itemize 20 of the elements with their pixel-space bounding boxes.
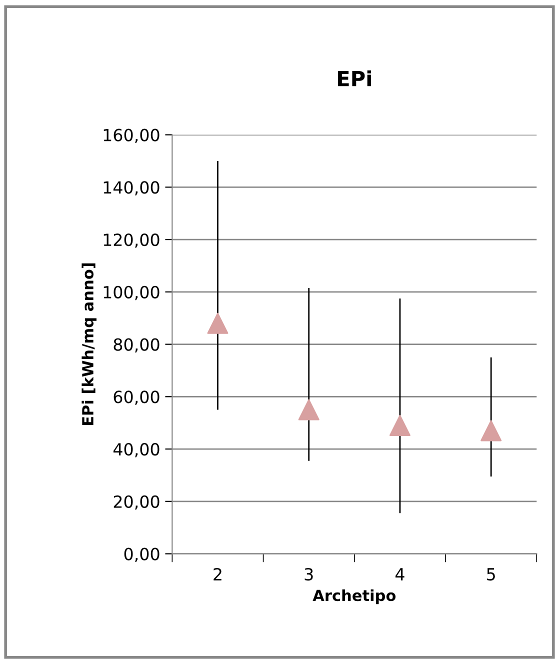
x-tick-label: 4 [395,568,404,580]
point [298,399,320,420]
x-tick-label: 5 [487,568,495,581]
y-tick-label: 20,00 [114,495,160,510]
y-tick-label: 80,00 [114,338,160,353]
y-tick-label: 100,00 [104,286,160,300]
x-tick-label: 2 [214,568,222,580]
y-tick-label: 60,00 [114,390,160,405]
y-axis-title: EPi [kWh/mq anno] [82,263,96,426]
point [207,312,228,334]
point [389,414,410,436]
y-tick-label: 140,00 [104,181,160,196]
x-tick-label: 3 [304,568,313,581]
x-axis-title: Archetipo [312,589,396,604]
chart-title: EPi [338,70,371,86]
point [480,420,502,442]
y-tick-label: 0,00 [124,548,160,562]
y-tick-label: 40,00 [113,442,160,458]
y-tick-label: 120,00 [104,234,160,248]
y-tick-label: 160,00 [104,128,160,144]
